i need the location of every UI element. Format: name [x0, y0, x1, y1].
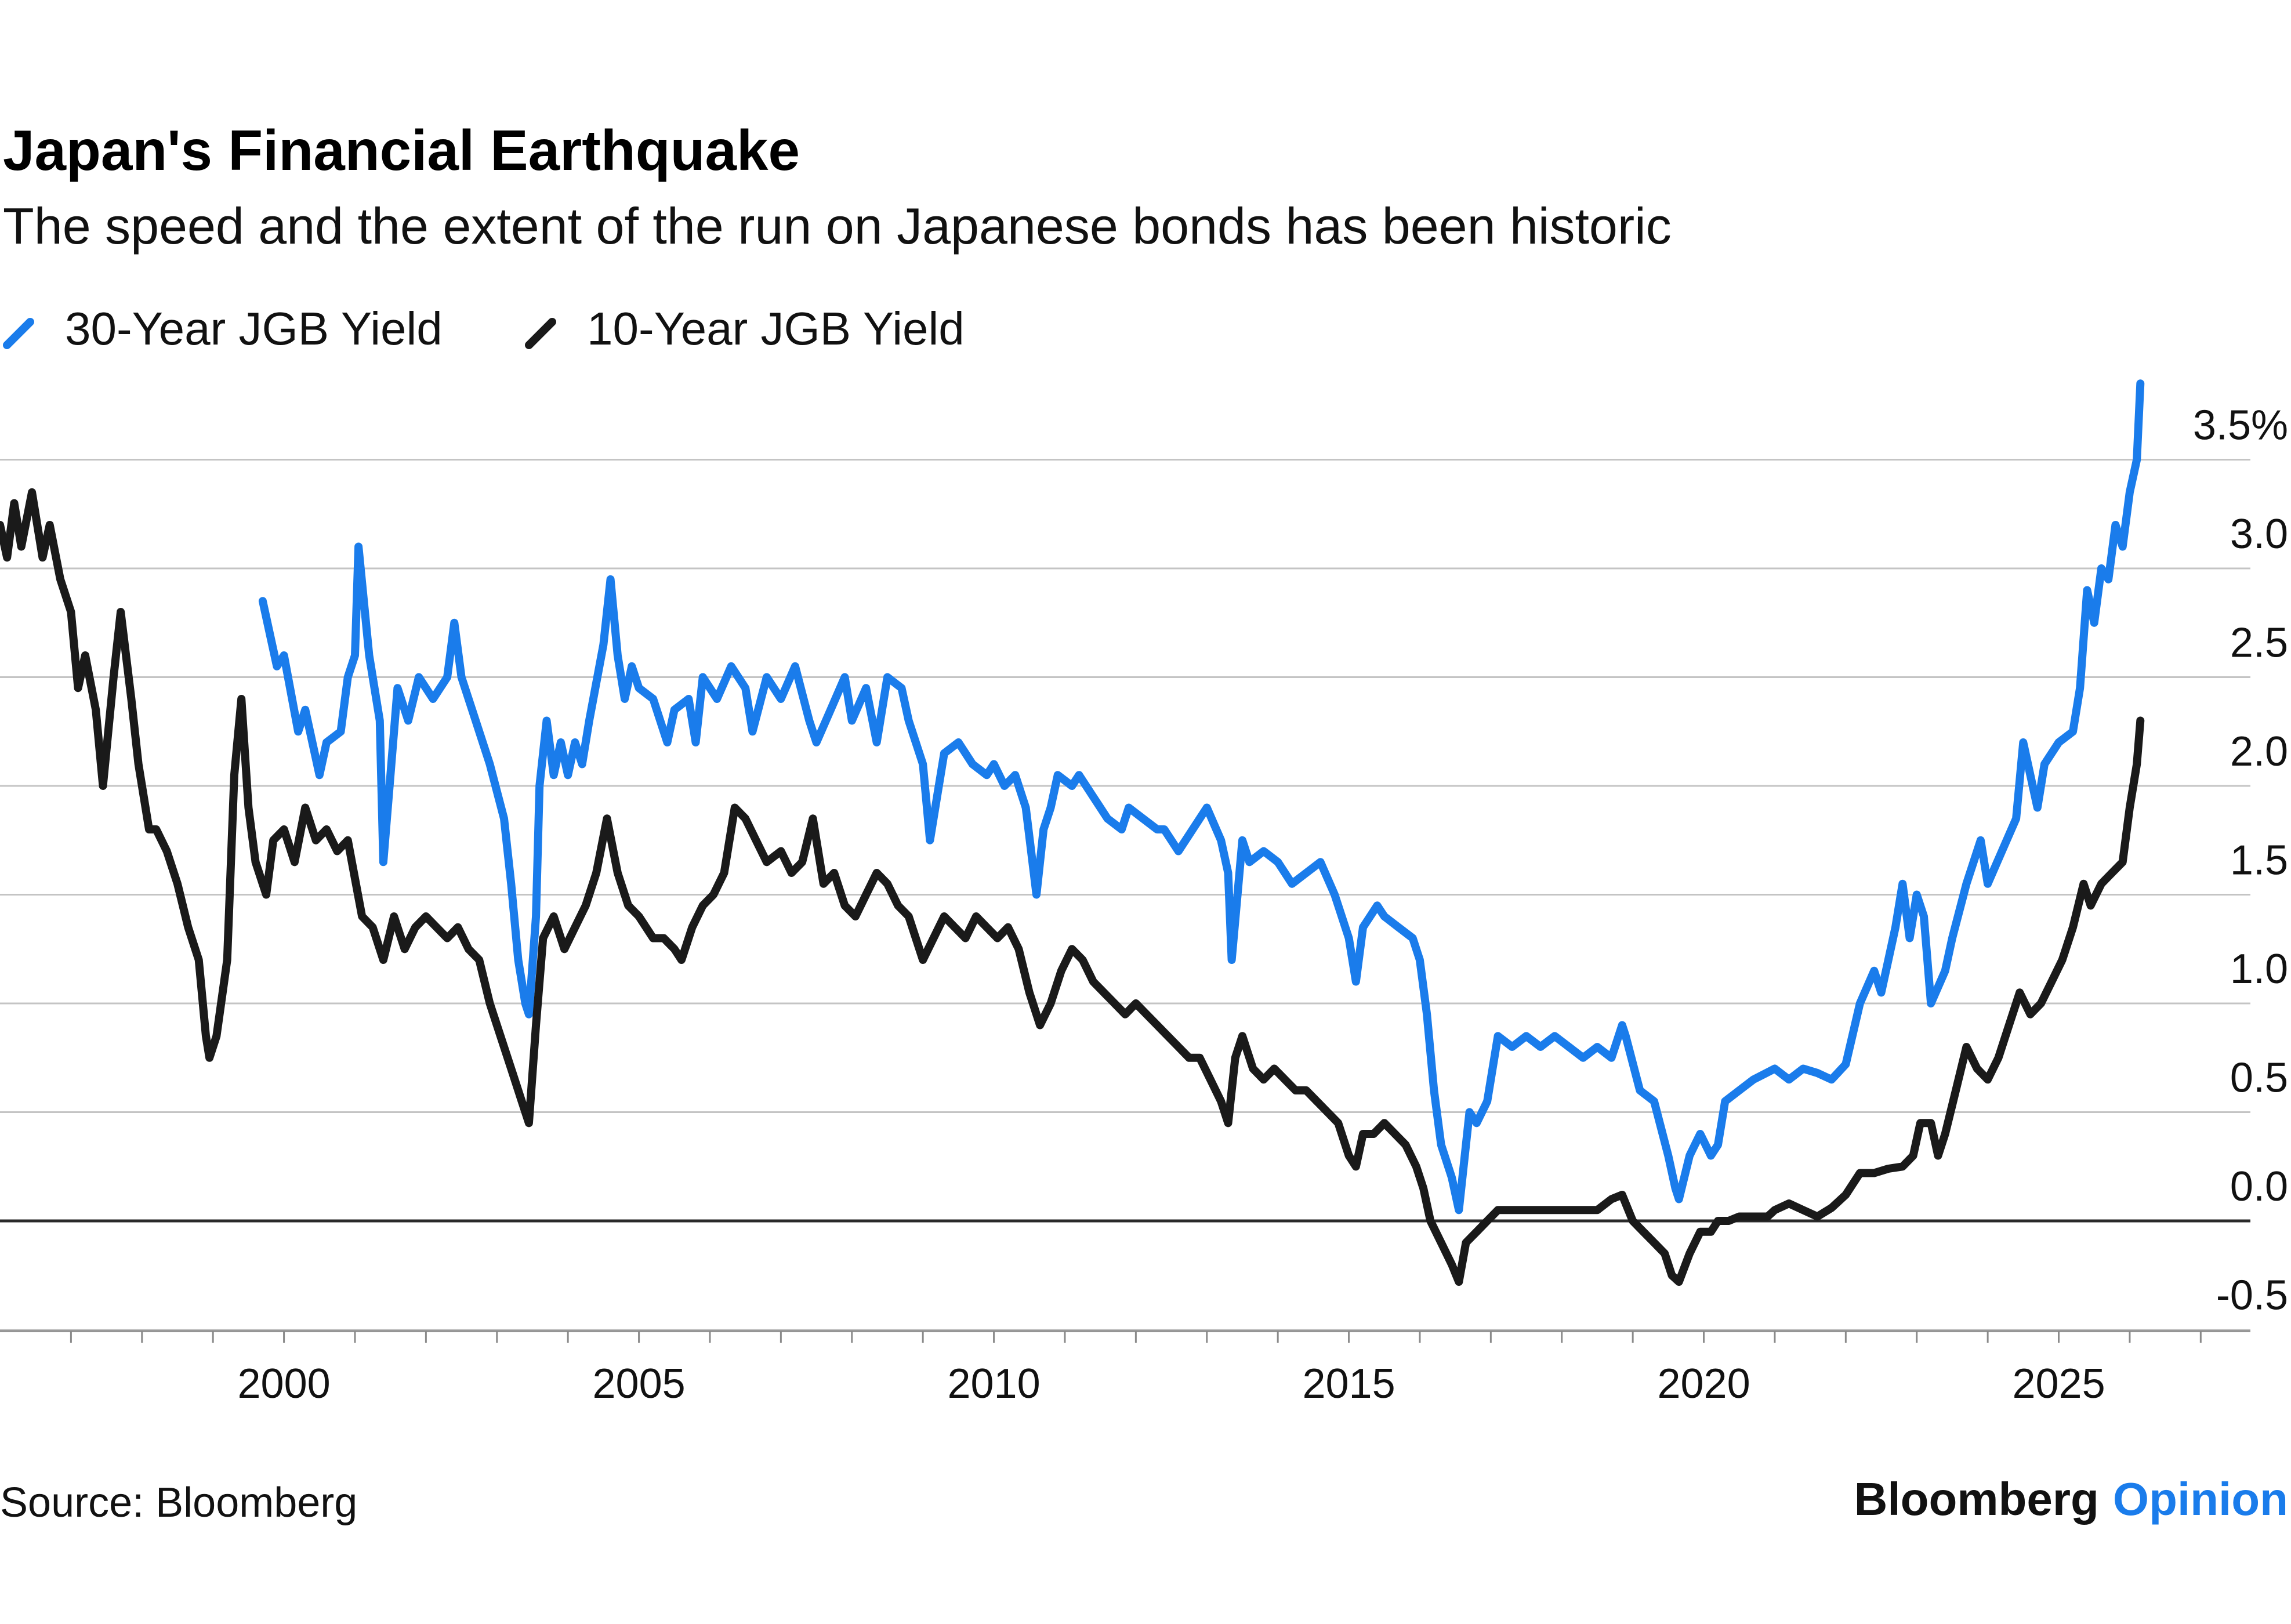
chart-subtitle: The speed and the extent of the run on J… — [3, 197, 1672, 255]
y-tick-label: 2.0 — [2230, 728, 2288, 775]
y-tick-label: -0.5 — [2216, 1273, 2288, 1319]
x-tick-label: 2015 — [1302, 1361, 1395, 1407]
legend: 30-Year JGB Yield 10-Year JGB Yield — [3, 303, 965, 354]
legend-label-30y: 30-Year JGB Yield — [65, 303, 443, 354]
y-tick-label: 3.5% — [2193, 403, 2288, 449]
x-tick-label: 2005 — [592, 1361, 685, 1407]
series-line-10y-jgb-yield — [0, 488, 2145, 1286]
y-tick-label: 3.0 — [2230, 511, 2288, 557]
source-label: Source: Bloomberg — [0, 1480, 357, 1526]
y-tick-label: 2.5 — [2230, 620, 2288, 666]
series-lines — [0, 379, 2145, 1286]
x-tick-label: 2020 — [1657, 1361, 1750, 1407]
legend-swatch-30y — [3, 318, 34, 349]
brand-logo: Bloomberg Opinion — [1854, 1473, 2288, 1525]
y-axis-labels: -0.5 0.0 0.5 1.0 1.5 2.0 2.5 3.0 3.5% — [2193, 403, 2288, 1319]
y-tick-label: 0.0 — [2230, 1163, 2288, 1210]
brand-primary: Bloomberg — [1854, 1473, 2099, 1525]
x-tick-label: 2025 — [2012, 1361, 2105, 1407]
y-tick-label: 1.0 — [2230, 946, 2288, 992]
brand-secondary: Opinion — [2113, 1473, 2288, 1525]
legend-swatch-10y — [525, 318, 556, 349]
chart-title: Japan's Financial Earthquake — [3, 118, 800, 182]
x-tick-label: 2010 — [947, 1361, 1040, 1407]
y-tick-label: 1.5 — [2230, 838, 2288, 884]
legend-label-10y: 10-Year JGB Yield — [587, 303, 965, 354]
grid-lines — [0, 459, 2250, 1331]
x-tick-label: 2000 — [238, 1361, 331, 1407]
y-tick-label: 0.5 — [2230, 1055, 2288, 1101]
series-line-30y-jgb-yield — [258, 379, 2145, 1215]
x-axis: 2000 2005 2010 2015 2020 2025 — [0, 1330, 2250, 1407]
